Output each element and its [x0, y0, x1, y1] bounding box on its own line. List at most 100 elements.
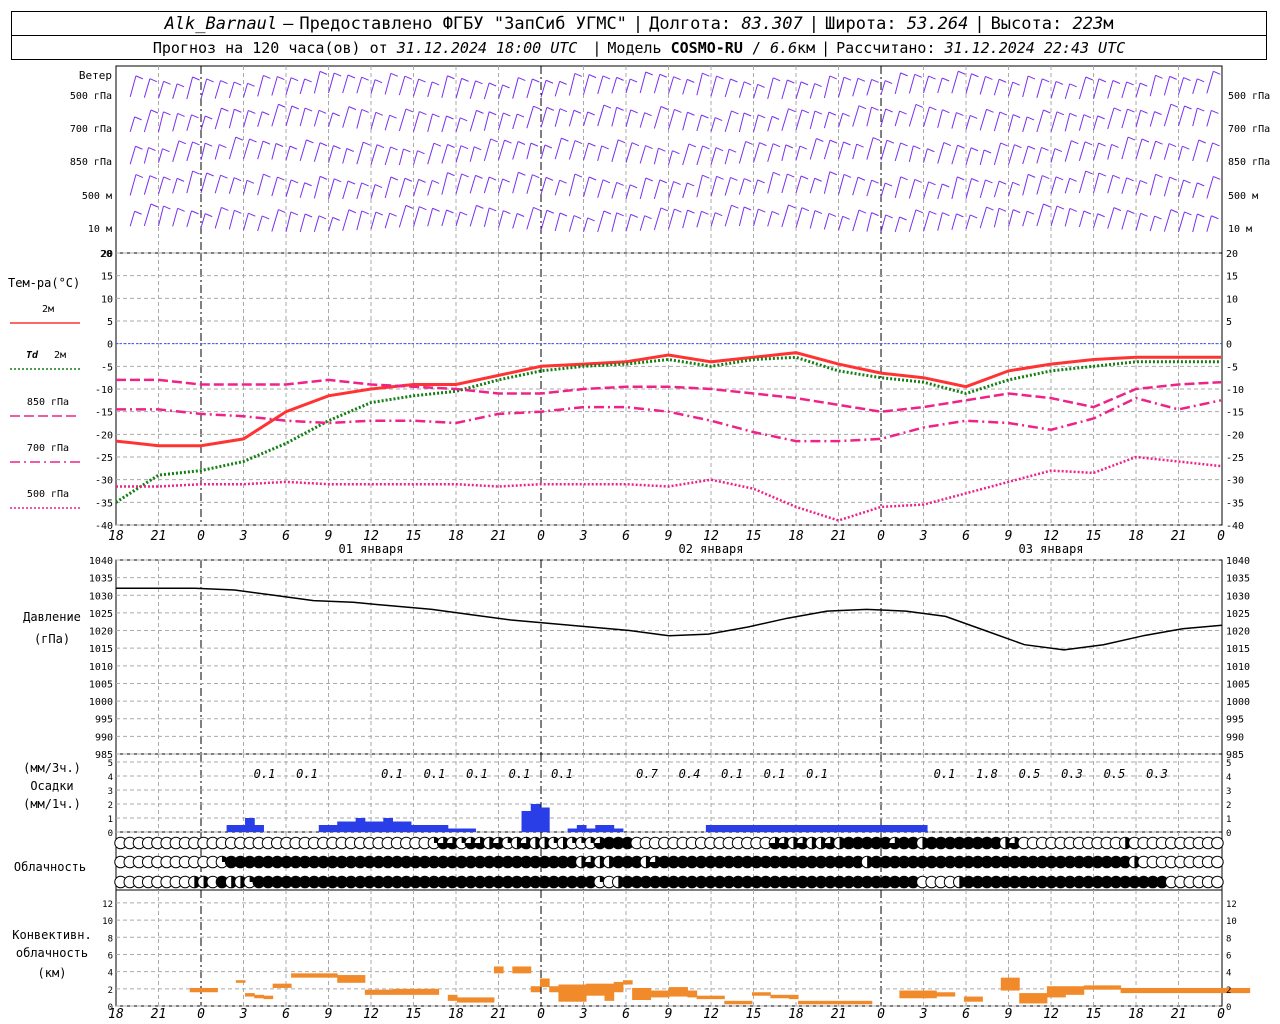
cloud-fill: [649, 876, 661, 888]
wind-barb-flag: [645, 145, 653, 149]
wind-barb-flag: [277, 76, 285, 80]
wind-barb-flag: [1113, 107, 1122, 112]
conv-bar: [1212, 987, 1223, 994]
wind-barb-flag: [1112, 174, 1121, 179]
cloud-fill: [907, 837, 920, 849]
wind-barb: [328, 178, 335, 199]
conv-bar: [272, 983, 283, 988]
press-tick-left: 1010: [89, 662, 113, 673]
wind-barb: [809, 178, 816, 194]
conv-bar: [1148, 987, 1158, 994]
wind-barb: [838, 77, 845, 98]
cloud-fill: [750, 876, 763, 888]
wind-barb: [1093, 115, 1099, 131]
wind-barb-flag: [1198, 139, 1206, 144]
cloud-fill: [538, 856, 551, 868]
wind-barb: [1036, 147, 1042, 164]
cloud-fill: [308, 856, 320, 868]
conv-bar: [1046, 986, 1057, 998]
wind-barb: [597, 179, 604, 198]
wind-barb: [781, 108, 789, 131]
wind-barb: [1149, 141, 1157, 160]
cloud-fill: [428, 856, 440, 868]
conv-bar: [401, 988, 412, 995]
wind-barb-flag: [941, 77, 950, 82]
wind-barb: [158, 176, 165, 195]
conv-bar: [1019, 993, 1029, 1004]
wind-barb: [738, 112, 745, 133]
wind-barb: [228, 109, 235, 129]
wind-barb-flag: [773, 171, 781, 176]
wind-barb-flag: [533, 105, 541, 110]
time-tick-bottom: 6: [962, 1007, 970, 1022]
conv-bar: [318, 973, 329, 978]
cloud-fill-partial: [520, 837, 532, 849]
wind-barb-flag: [587, 111, 595, 116]
wind-barb: [1050, 176, 1057, 194]
wind-barb-flag: [686, 78, 695, 83]
wind-barb: [384, 146, 391, 166]
wind-barb-flag: [306, 139, 314, 144]
wind-barb-flag: [928, 75, 936, 80]
wind-barb: [172, 140, 180, 162]
wind-barb-flag: [701, 210, 709, 215]
wind-barb: [299, 78, 306, 95]
wind-barb-flag: [261, 215, 270, 220]
wind-barb-flag: [616, 181, 624, 186]
wind-barb-flag: [192, 170, 200, 175]
legend-label: 2м: [42, 304, 54, 315]
cloud-fill: [280, 876, 293, 888]
cloud-fill: [667, 856, 680, 868]
precip-bar: [567, 828, 578, 832]
wind-barb: [370, 112, 377, 130]
wind-barb: [1064, 83, 1071, 99]
cloud-fill: [990, 876, 1002, 888]
wind-barb: [568, 215, 575, 232]
wind-barb: [1178, 77, 1185, 95]
wind-barb: [682, 112, 688, 131]
wind-barb: [172, 208, 179, 227]
conv-tick-left: 2: [108, 986, 113, 996]
wind-barb: [979, 206, 987, 229]
wind-barb-flag: [545, 79, 554, 84]
wind-barb-flag: [843, 76, 852, 81]
wind-level-label-right: 500 гПа: [1228, 91, 1270, 102]
wind-barb-flag: [771, 210, 780, 215]
temp-tick-left: 20: [101, 249, 113, 260]
wind-barb: [668, 76, 675, 94]
wind-barb-flag: [857, 176, 866, 181]
wind-barb: [625, 214, 632, 232]
wind-barb-flag: [573, 109, 582, 114]
temp-series-line: [116, 378, 1222, 413]
wind-barb-flag: [291, 105, 300, 110]
wind-barb-flag: [163, 80, 171, 85]
wind-barb: [1036, 203, 1044, 227]
wind-barb-flag: [374, 79, 383, 84]
cloud-fill: [428, 876, 440, 888]
cloud-fill: [529, 856, 542, 868]
wind-barb-flag: [1027, 173, 1036, 178]
wind-barb: [441, 115, 447, 133]
wind-barb: [611, 107, 618, 127]
wind-barb-flag: [162, 148, 170, 153]
cloud-fill-partial: [584, 856, 597, 868]
wind-barb-flag: [1069, 83, 1077, 88]
wind-barb: [1149, 215, 1156, 232]
wind-barb: [328, 112, 334, 128]
cloud-fill: [621, 837, 634, 849]
conv-bar: [1194, 987, 1205, 994]
wind-barb-flag: [785, 144, 794, 149]
wind-barb: [172, 113, 179, 132]
cloud-fill: [889, 856, 901, 868]
cloud-fill-partial: [446, 837, 459, 849]
wind-barb-flag: [248, 109, 256, 114]
wind-barb: [299, 182, 306, 198]
wind-barb: [498, 112, 504, 131]
altitude-value: 223: [1072, 13, 1104, 34]
press-tick-right: 995: [1226, 715, 1244, 726]
wind-barb: [568, 173, 576, 197]
wind-barb-flag: [289, 145, 298, 150]
precip-bar: [521, 811, 532, 832]
press-tick-right: 1035: [1226, 574, 1250, 585]
cloud-fill: [1008, 856, 1021, 868]
